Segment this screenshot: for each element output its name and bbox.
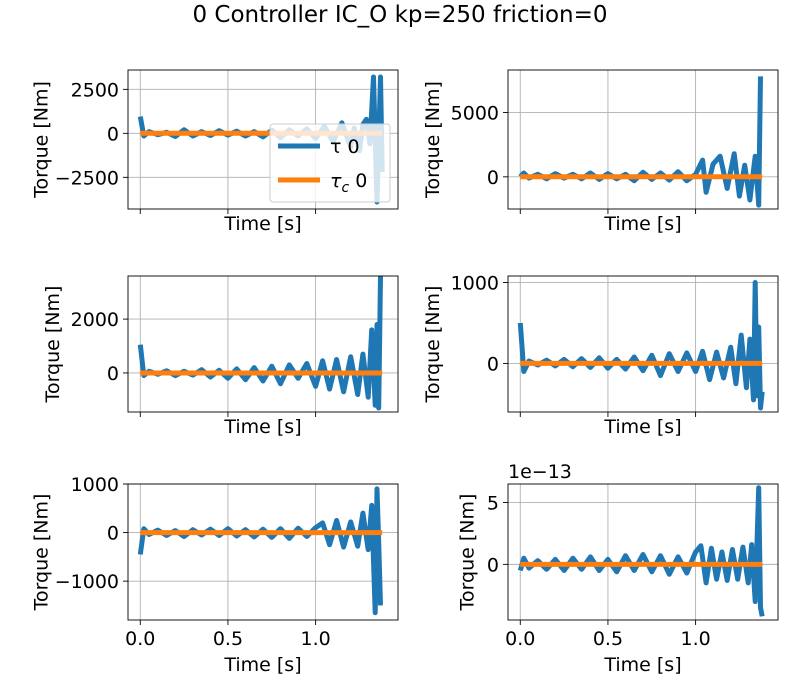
series-tau-line bbox=[137, 486, 383, 616]
legend: τ 0 τc 0 bbox=[269, 123, 391, 203]
y-axis-label: Torque [Nm] bbox=[457, 494, 479, 612]
x-tick-label: 1.0 bbox=[300, 628, 330, 650]
axes-frame bbox=[507, 69, 779, 210]
subplot-3: 0 2000 Time [s] Torque [Nm] bbox=[42, 275, 399, 438]
series-tau-line bbox=[517, 280, 765, 411]
axes-frame bbox=[127, 69, 399, 210]
y-tick-label: 0 bbox=[487, 353, 499, 375]
figure-title: 0 Controller IC_O kp=250 friction=0 bbox=[192, 2, 607, 28]
y-tick-label: −1000 bbox=[55, 571, 119, 593]
y-tick-label: 5 bbox=[487, 493, 499, 515]
offset-text: 1e−13 bbox=[508, 461, 572, 483]
y-tick-label: −2500 bbox=[55, 167, 119, 189]
y-axis-label: Torque [Nm] bbox=[42, 286, 64, 404]
y-tick-label: 2000 bbox=[71, 309, 119, 331]
y-axis-label: Torque [Nm] bbox=[31, 494, 53, 612]
subplot-5: 0.0 0.5 1.0 −1000 0 1000 Time [s] Torque [Nm] bbox=[31, 474, 399, 676]
subplot-2: 0 5000 Time [s] Torque [Nm] bbox=[422, 69, 779, 235]
x-tick-label: 1.0 bbox=[680, 628, 710, 650]
y-tick-label: 0 bbox=[487, 554, 499, 576]
series-tau-line bbox=[137, 276, 383, 411]
y-tick-label: 0 bbox=[107, 363, 119, 385]
series-tau-line bbox=[517, 485, 765, 617]
x-tick-label: 0.0 bbox=[505, 628, 535, 650]
legend-tau-c-label: τc 0 bbox=[330, 170, 367, 196]
y-tick-label: 0 bbox=[107, 123, 119, 145]
x-tick-label: 0.5 bbox=[593, 628, 623, 650]
x-tick-label: 0.5 bbox=[213, 628, 243, 650]
x-axis-label: Time [s] bbox=[223, 213, 301, 235]
x-axis-label: Time [s] bbox=[603, 416, 681, 438]
y-axis-label: Torque [Nm] bbox=[422, 81, 444, 199]
x-axis-label: Time [s] bbox=[603, 654, 681, 676]
axes-frame bbox=[507, 275, 779, 413]
y-tick-label: 1000 bbox=[71, 474, 119, 496]
subplot-6: 0.0 0.5 1.0 0 5 Time [s] Torque [Nm] 1e−13 bbox=[457, 461, 779, 676]
y-tick-label: 0 bbox=[487, 167, 499, 189]
y-tick-label: 1000 bbox=[451, 272, 499, 294]
x-axis-label: Time [s] bbox=[223, 416, 301, 438]
x-tick-label: 0.0 bbox=[125, 628, 155, 650]
y-axis-label: Torque [Nm] bbox=[31, 81, 53, 199]
axes-frame bbox=[127, 483, 399, 621]
y-tick-label: 5000 bbox=[451, 102, 499, 124]
y-tick-label: 0 bbox=[107, 523, 119, 545]
legend-tau-label: τ 0 bbox=[330, 136, 360, 158]
y-tick-label: 2500 bbox=[71, 79, 119, 101]
subplot-4: 0 1000 Time [s] Torque [Nm] bbox=[422, 272, 779, 438]
x-axis-label: Time [s] bbox=[223, 654, 301, 676]
y-axis-label: Torque [Nm] bbox=[422, 286, 444, 404]
series-tau-line bbox=[518, 76, 763, 208]
axes-frame bbox=[127, 275, 399, 413]
x-axis-label: Time [s] bbox=[603, 213, 681, 235]
subplot-1: −2500 0 2500 Time [s] Torque [Nm] τ 0 τc 0 bbox=[31, 69, 399, 235]
axes-frame bbox=[507, 483, 779, 621]
